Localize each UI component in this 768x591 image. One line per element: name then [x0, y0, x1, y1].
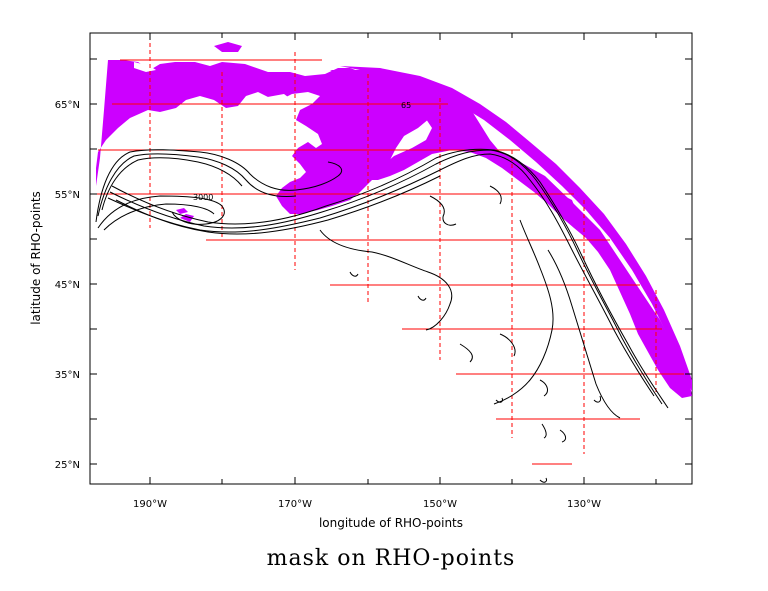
y-tick-label-35n: 35°N [55, 370, 80, 381]
mask-regions [96, 42, 692, 398]
y-tick-label-45n: 45°N [55, 280, 80, 291]
x-axis: 190°W 170°W 150°W 130°W [133, 33, 657, 510]
x-tick-label-190w: 190°W [133, 499, 167, 510]
figure-title: mask on RHO-points [267, 546, 516, 571]
y-axis: 65°N 55°N 45°N 35°N 25°N [55, 58, 692, 471]
mask-region-island-small-2 [176, 208, 188, 214]
x-tick-label-170w: 170°W [278, 499, 312, 510]
grid-lines [96, 36, 684, 465]
y-axis-label: latitude of RHO-points [29, 191, 43, 325]
mask-region-island-top [214, 42, 242, 52]
mask-region-alaska [330, 70, 692, 398]
x-axis-label: longitude of RHO-points [319, 516, 463, 530]
contours [95, 148, 669, 483]
ocean-cutouts [134, 62, 292, 106]
contour-label-3000: 3000 [193, 193, 213, 202]
x-tick-label-130w: 130°W [567, 499, 601, 510]
y-tick-label-25n: 25°N [55, 460, 80, 471]
x-tick-label-150w: 150°W [423, 499, 457, 510]
plot-frame [89, 32, 693, 485]
y-tick-label-65n: 65°N [55, 100, 80, 111]
y-tick-label-55n: 55°N [55, 190, 80, 201]
mask-region-top-arc [340, 66, 692, 392]
contour-label-65: 65 [401, 101, 411, 110]
mask-region-island-small-3 [564, 196, 576, 212]
mask-region-siberia [96, 60, 438, 214]
